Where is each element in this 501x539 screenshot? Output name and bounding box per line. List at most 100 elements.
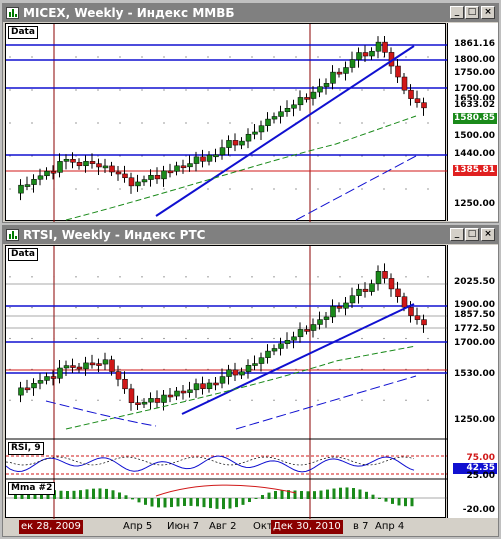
rsi-signal bbox=[6, 456, 415, 466]
grid-dot bbox=[119, 337, 121, 340]
grid-dot bbox=[361, 276, 363, 278]
candle-body bbox=[63, 159, 70, 162]
macd-bar bbox=[14, 494, 17, 499]
grid-dot bbox=[229, 188, 231, 190]
grid-dot bbox=[273, 337, 275, 340]
grid-dot bbox=[163, 188, 165, 190]
grid-dot bbox=[75, 122, 77, 124]
grid-dot bbox=[75, 337, 77, 340]
rtsi-chart-window[interactable]: RTSI, Weekly - Индекс РТС _ □ × Data RSI… bbox=[2, 225, 499, 537]
price-tag-green: 1580.85 bbox=[453, 113, 497, 124]
candle-body bbox=[161, 170, 167, 180]
candle-body bbox=[193, 383, 200, 391]
maximize-button[interactable]: □ bbox=[465, 6, 479, 19]
grid-dot bbox=[185, 337, 187, 340]
grid-dot bbox=[9, 89, 11, 91]
grid-dot bbox=[317, 337, 319, 340]
candle-body bbox=[200, 383, 206, 389]
micex-price-pane[interactable]: Data bbox=[5, 23, 447, 222]
macd-bar bbox=[280, 490, 284, 499]
grid-dot bbox=[427, 399, 429, 401]
candle-body bbox=[154, 398, 161, 403]
macd-bar bbox=[352, 488, 355, 499]
rtsi-titlebar[interactable]: RTSI, Weekly - Индекс РТС _ □ × bbox=[3, 226, 498, 244]
candle-body bbox=[128, 177, 135, 187]
rtsi-pane-label: Data bbox=[8, 248, 38, 261]
grid-dot bbox=[361, 122, 363, 124]
grid-dot bbox=[251, 188, 253, 190]
grid-dot bbox=[31, 337, 33, 340]
rtsi-chart-area[interactable]: Data RSI, 9 Mma #2 bbox=[5, 245, 447, 519]
candle-body bbox=[336, 71, 343, 75]
macd-bar bbox=[293, 490, 297, 499]
candle-body bbox=[375, 41, 382, 52]
trend-line bbox=[181, 303, 415, 415]
candle-body bbox=[102, 165, 109, 169]
micex-chart-window[interactable]: MICEX, Weekly - Индекс ММВБ _ □ × Data 1… bbox=[2, 3, 499, 223]
grid-dot bbox=[339, 89, 341, 91]
candle-body bbox=[258, 357, 265, 364]
grid-dot bbox=[317, 276, 319, 278]
candle-body bbox=[245, 133, 252, 142]
candle-body bbox=[18, 184, 24, 194]
candle-body bbox=[154, 175, 161, 180]
candle-body bbox=[63, 365, 70, 369]
grid-dot bbox=[405, 399, 407, 401]
grid-dot bbox=[185, 188, 187, 190]
grid-dot bbox=[185, 307, 187, 309]
date-label: Окт bbox=[253, 521, 273, 532]
grid-dot bbox=[317, 56, 319, 58]
grid-dot bbox=[317, 188, 319, 190]
candle-body bbox=[369, 50, 375, 57]
grid-dot bbox=[251, 276, 253, 278]
grid-dot bbox=[9, 276, 11, 278]
candle-body bbox=[148, 398, 154, 403]
candle-body bbox=[128, 388, 135, 403]
macd-bar bbox=[215, 498, 219, 509]
candle-body bbox=[57, 367, 63, 379]
macd-bar bbox=[313, 491, 316, 499]
grid-dot bbox=[317, 122, 319, 124]
candle-body bbox=[362, 288, 369, 292]
macd-bar bbox=[410, 498, 414, 507]
grid-dot bbox=[383, 122, 385, 124]
macd-bar bbox=[163, 498, 167, 508]
grid-dot bbox=[361, 399, 363, 401]
candle-body bbox=[226, 369, 232, 377]
micex-titlebar[interactable]: MICEX, Weekly - Индекс ММВБ _ □ × bbox=[3, 4, 498, 22]
grid-dot bbox=[361, 337, 363, 340]
grid-dot bbox=[75, 188, 77, 190]
rsi-tick: 25.00 bbox=[466, 471, 495, 481]
grid-dot bbox=[207, 89, 209, 91]
minimize-button[interactable]: _ bbox=[450, 6, 464, 19]
close-button[interactable]: × bbox=[481, 6, 495, 19]
grid-dot bbox=[31, 307, 33, 309]
macd-bar bbox=[92, 488, 95, 499]
candle-body bbox=[135, 181, 141, 187]
price-tick: 1250.00 bbox=[454, 199, 495, 209]
grid-dot bbox=[405, 56, 407, 58]
grid-dot bbox=[141, 399, 143, 401]
grid-dot bbox=[229, 89, 231, 91]
macd-tick: -20.00 bbox=[462, 505, 495, 515]
candle-body bbox=[24, 387, 31, 391]
candle-body bbox=[24, 184, 31, 187]
grid-dot bbox=[273, 56, 275, 58]
micex-price-axis: 1861.16 1800.00 1750.00 1700.00 1650.00 … bbox=[447, 23, 498, 221]
candle-body bbox=[50, 376, 57, 379]
rsi-tag-blue: 42.35 bbox=[453, 463, 497, 474]
candle-body bbox=[37, 380, 44, 384]
candle-body bbox=[180, 165, 187, 169]
candle-body bbox=[343, 302, 349, 309]
candle-body bbox=[414, 315, 421, 320]
close-button[interactable]: × bbox=[481, 228, 495, 241]
candle-body bbox=[76, 162, 83, 167]
maximize-button[interactable]: □ bbox=[465, 228, 479, 241]
grid-dot bbox=[119, 307, 121, 309]
candle-body bbox=[219, 147, 226, 156]
minimize-button[interactable]: _ bbox=[450, 228, 464, 241]
macd-bar bbox=[235, 498, 238, 508]
grid-dot bbox=[251, 307, 253, 309]
candle-body bbox=[265, 118, 271, 126]
macd-bar bbox=[306, 491, 310, 499]
